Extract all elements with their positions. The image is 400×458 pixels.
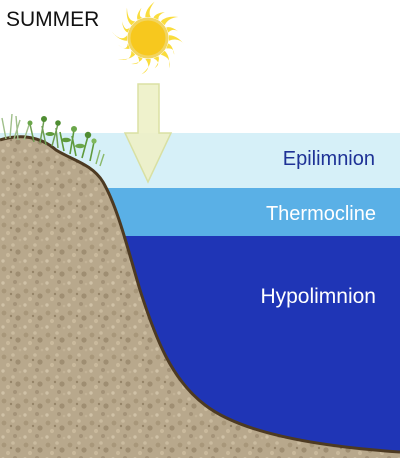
label-epilimnion: Epilimnion bbox=[283, 148, 375, 170]
season-title: SUMMER bbox=[6, 8, 99, 31]
sun-ray bbox=[166, 43, 175, 55]
label-thermocline: Thermocline bbox=[266, 203, 376, 225]
sun-ray bbox=[160, 50, 170, 69]
sun-rays bbox=[111, 1, 185, 75]
sun-ray bbox=[153, 11, 165, 20]
sun-ray bbox=[121, 21, 130, 33]
soil-bank bbox=[0, 136, 400, 458]
sun-ray bbox=[137, 7, 143, 20]
sun-ray bbox=[160, 16, 179, 26]
sun-icon bbox=[111, 1, 185, 75]
sun-ray bbox=[126, 7, 136, 26]
sun-ray bbox=[168, 35, 185, 45]
sun-ray bbox=[145, 1, 155, 18]
sun-ray bbox=[117, 50, 136, 60]
sun-ray bbox=[117, 43, 130, 49]
sun-core bbox=[127, 17, 169, 59]
sun-ray bbox=[153, 56, 159, 69]
plant-icon bbox=[1, 113, 105, 167]
sun-ray bbox=[111, 31, 128, 41]
down-arrow-icon bbox=[123, 83, 173, 184]
sun-ray bbox=[131, 56, 143, 65]
label-hypolimnion: Hypolimnion bbox=[260, 285, 376, 308]
sun-ray bbox=[166, 27, 179, 33]
sun-ray bbox=[141, 58, 151, 75]
shoreline bbox=[0, 135, 400, 454]
